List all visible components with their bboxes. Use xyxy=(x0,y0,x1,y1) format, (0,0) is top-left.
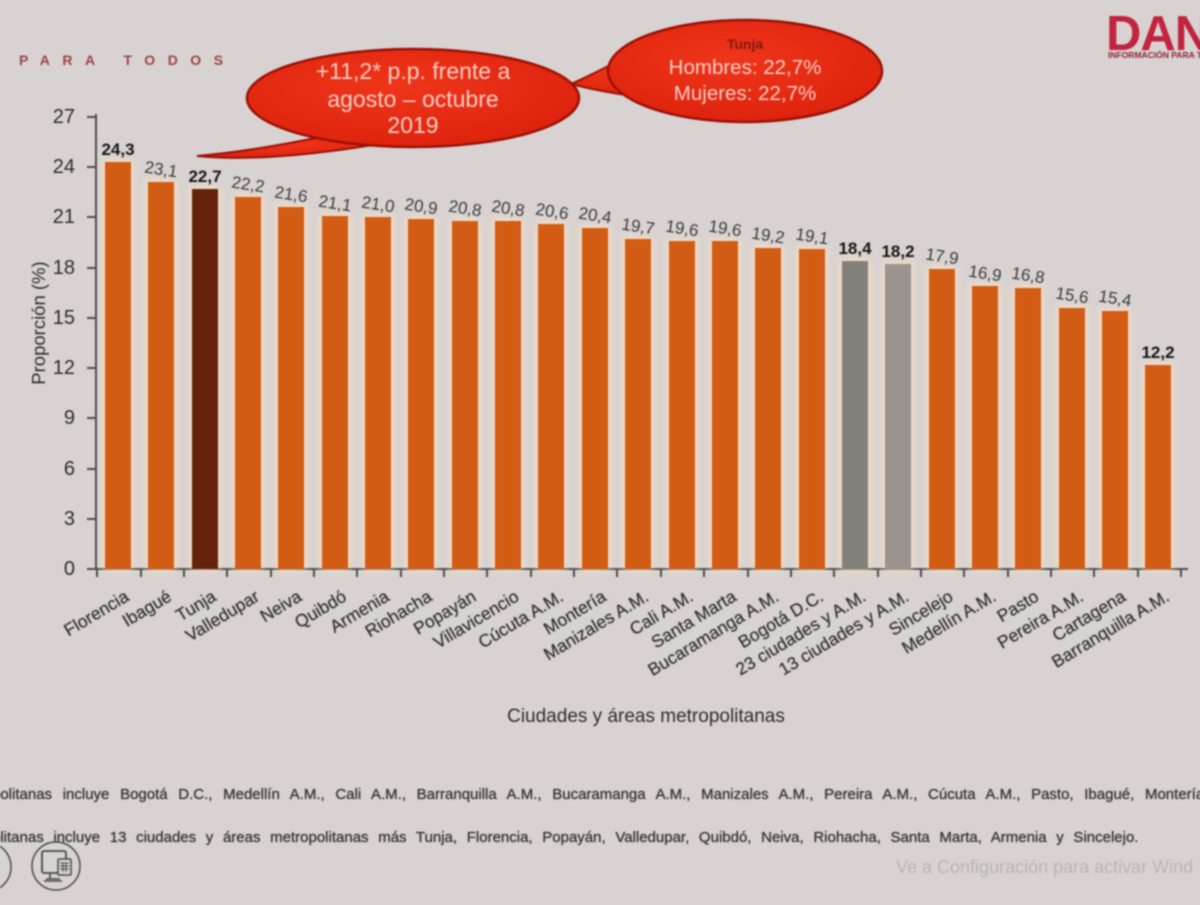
svg-text:agosto – octubre: agosto – octubre xyxy=(327,86,498,112)
svg-text:Mujeres: 22,7%: Mujeres: 22,7% xyxy=(674,82,816,105)
svg-text:Tunja: Tunja xyxy=(727,36,764,52)
svg-text:2019: 2019 xyxy=(387,112,438,138)
svg-text:Hombres: 22,7%: Hombres: 22,7% xyxy=(669,56,822,79)
svg-text:+11,2* p.p. frente a: +11,2* p.p. frente a xyxy=(316,58,511,84)
